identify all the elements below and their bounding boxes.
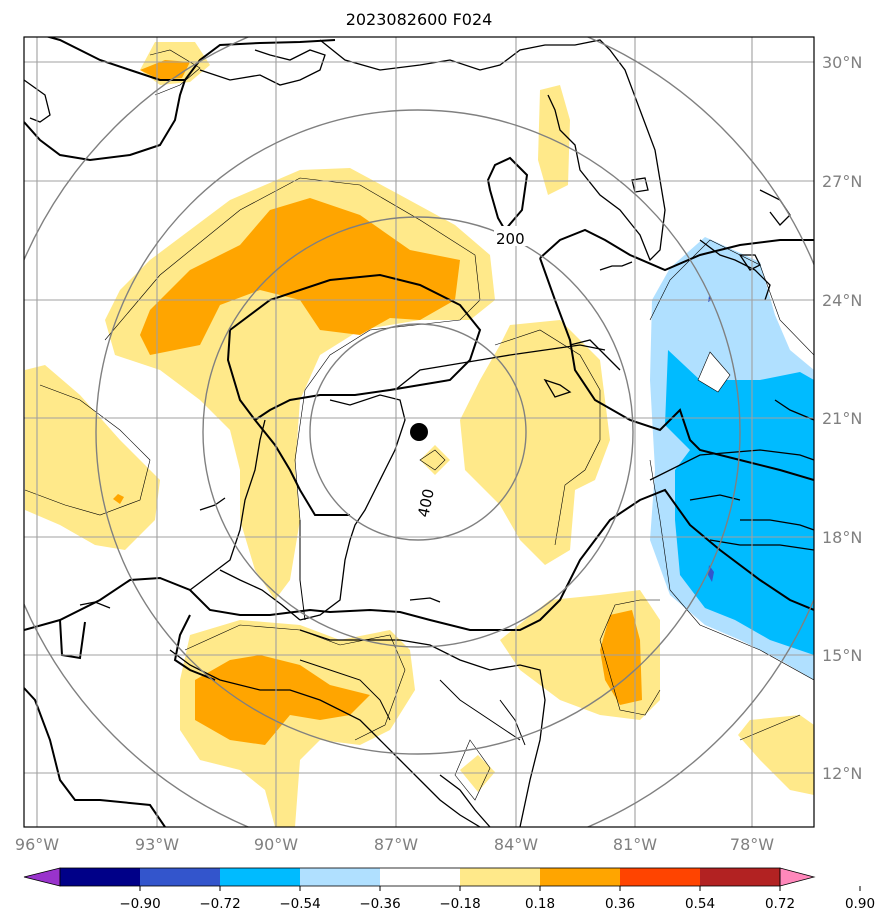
storm-center-marker — [410, 423, 428, 441]
colorbar-bin — [700, 868, 780, 886]
lat-tick: 24°N — [822, 291, 862, 310]
colorbar-tick-label: −0.54 — [279, 896, 320, 912]
lat-tick: 18°N — [822, 528, 862, 547]
colorbar-tick-label: 0.72 — [765, 896, 795, 912]
lat-tick: 21°N — [822, 409, 862, 428]
lon-tick: 87°W — [374, 835, 418, 854]
colorbar-extend-high — [780, 868, 814, 886]
lon-tick: 78°W — [730, 835, 774, 854]
lat-tick: 12°N — [822, 764, 862, 783]
colorbar-extend-low — [24, 868, 60, 886]
colorbar: −0.90 −0.72 −0.54 −0.36 −0.18 0.18 0.36 0.54 0.7… — [24, 868, 875, 912]
lon-tick: 84°W — [494, 835, 538, 854]
colorbar-bin — [220, 868, 300, 886]
lon-tick: 93°W — [135, 835, 179, 854]
map-figure: 200 400 96°W 93°W 90°W 87°W 84°W 81°W 78… — [0, 0, 884, 924]
colorbar-bin — [140, 868, 220, 886]
colorbar-tick-label: 0.18 — [525, 896, 555, 912]
lat-tick: 27°N — [822, 172, 862, 191]
colorbar-bin — [60, 868, 140, 886]
lon-tick: 90°W — [254, 835, 298, 854]
colorbar-tick-label: −0.90 — [119, 896, 160, 912]
colorbar-tick-label: −0.36 — [359, 896, 400, 912]
latitude-tick-labels: 30°N 27°N 24°N 21°N 18°N 15°N 12°N — [822, 53, 862, 783]
colorbar-tick-label: 0.36 — [605, 896, 635, 912]
colorbar-tick-label: 0.90 — [845, 896, 875, 912]
contour-label-200: 200 — [496, 230, 525, 248]
longitude-tick-labels: 96°W 93°W 90°W 87°W 84°W 81°W 78°W — [15, 835, 774, 854]
colorbar-bin — [540, 868, 620, 886]
colorbar-bin — [300, 868, 380, 886]
lat-tick: 30°N — [822, 53, 862, 72]
colorbar-bin — [380, 868, 460, 886]
lon-tick: 96°W — [15, 835, 59, 854]
lat-tick: 15°N — [822, 646, 862, 665]
colorbar-tick-label: 0.54 — [685, 896, 715, 912]
colorbar-tick-label: −0.72 — [199, 896, 240, 912]
colorbar-tick-label: −0.18 — [439, 896, 480, 912]
colorbar-bin — [460, 868, 540, 886]
colorbar-bin — [620, 868, 700, 886]
lon-tick: 81°W — [613, 835, 657, 854]
